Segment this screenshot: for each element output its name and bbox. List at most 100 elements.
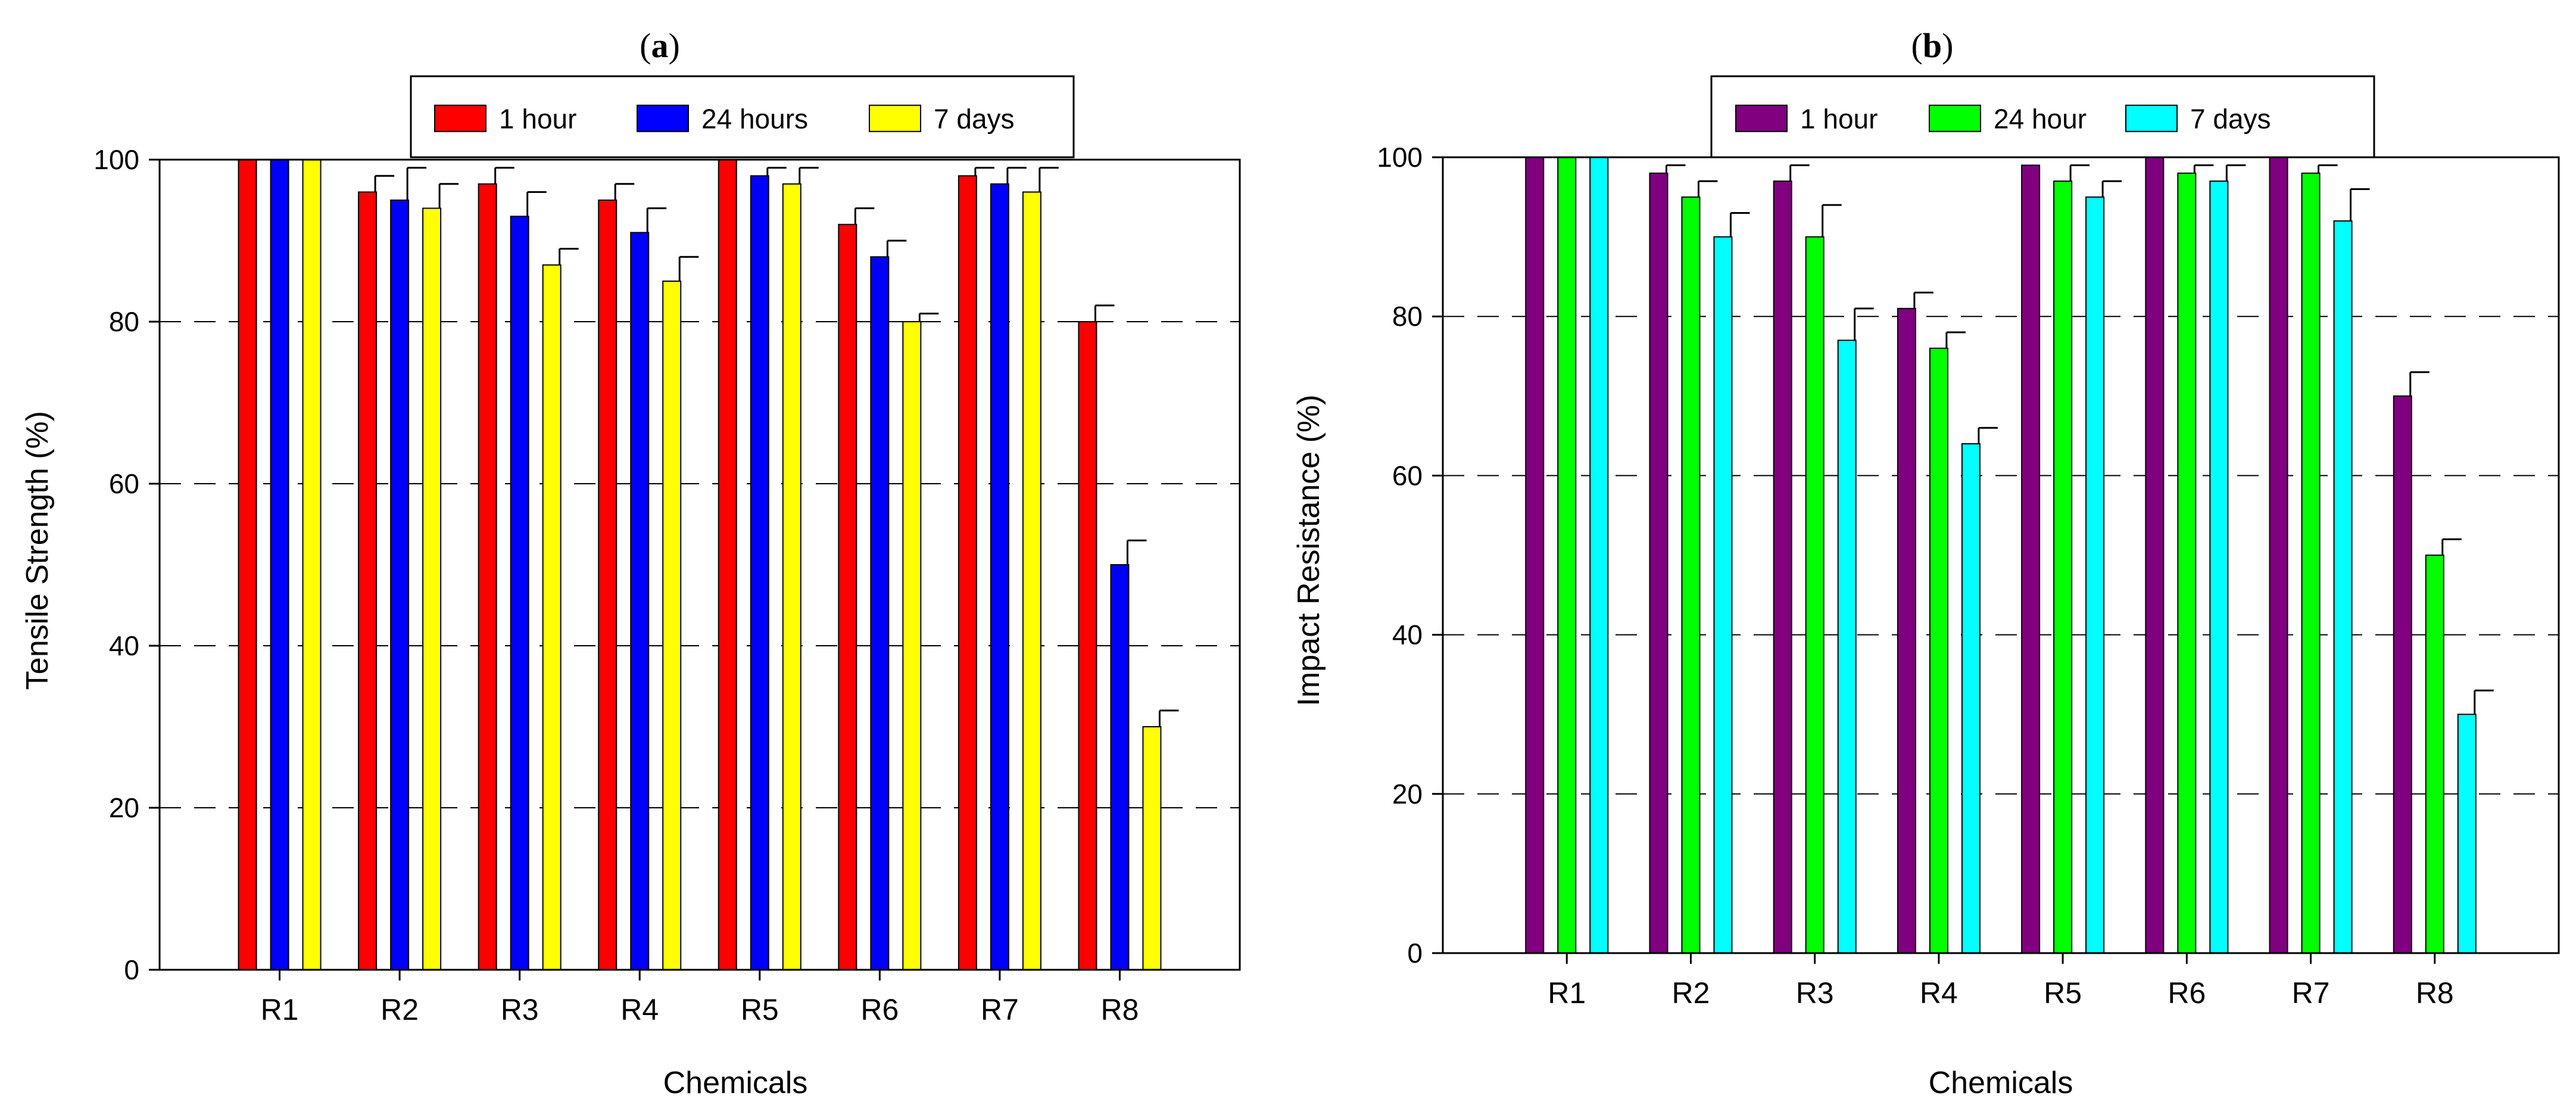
legend-swatch (1929, 104, 1981, 132)
legend-box (410, 75, 1075, 158)
panel-label-b-letter: b (1923, 26, 1942, 65)
legend-label: 1 hour (1800, 104, 1878, 135)
y-axis-title-a: Tensile Strength (%) (20, 411, 55, 690)
bar (238, 159, 257, 970)
bar (718, 159, 737, 970)
bar (422, 207, 442, 971)
y-tick-label: 0 (124, 954, 139, 985)
legend-label: 7 days (934, 104, 1015, 135)
bar (1837, 340, 1857, 954)
y-tick-label: 80 (109, 306, 139, 337)
x-tick-label: R3 (501, 993, 539, 1026)
bar (2269, 157, 2288, 954)
plot-frame-a (158, 158, 1241, 971)
y-tick-label: 60 (1392, 460, 1423, 491)
bar (782, 183, 802, 970)
panel-b: (b) Chemicals Impact Resistance (%) 0 20 4… (1292, 26, 2560, 1100)
bar (542, 264, 562, 970)
x-tick-label: R5 (741, 993, 779, 1026)
bar (2209, 180, 2229, 954)
bar (2177, 172, 2197, 954)
gridlines-a (160, 321, 1240, 808)
y-tick-label: 40 (109, 630, 139, 661)
bar (902, 321, 922, 970)
bar (390, 200, 410, 970)
panel-label-a-close: ) (669, 26, 680, 65)
x-axis-title-b: Chemicals (1929, 1066, 2073, 1100)
bar (302, 159, 322, 970)
x-tick-label: R6 (2168, 976, 2206, 1010)
bar (662, 281, 682, 970)
bar (870, 256, 890, 971)
y-tick-label: 40 (1392, 620, 1423, 650)
legend-swatch (637, 104, 689, 132)
x-tick-label: R7 (981, 993, 1019, 1026)
y-tick-label: 60 (109, 468, 139, 499)
bar (598, 200, 618, 970)
x-tick-label: R4 (1920, 976, 1958, 1010)
bar (1589, 157, 1609, 954)
panel-label-b: (b) (1911, 26, 1954, 65)
panel-label-a-letter: a (651, 26, 669, 65)
y-ticks-a: 0 20 40 60 80 100 (93, 144, 160, 985)
bars-b (1525, 157, 2477, 954)
bar (630, 232, 650, 970)
x-ticks-a: R1 R2 R3 R4 R5 R6 R7 R8 (261, 970, 1139, 1026)
bar (990, 183, 1009, 970)
legend-label: 24 hour (1994, 104, 2087, 135)
y-tick-label: 0 (1407, 938, 1423, 969)
bars-a (238, 159, 1162, 971)
x-tick-label: R1 (1548, 976, 1586, 1010)
x-tick-label: R6 (860, 993, 899, 1026)
bar (2425, 555, 2444, 954)
bar (358, 191, 378, 970)
x-tick-label: R8 (2416, 976, 2454, 1010)
panel-label-a: (a) (640, 26, 680, 65)
bar (1961, 443, 1981, 954)
panel-a: (a) Chemicals Tensile Strength (%) 0 20 40… (20, 26, 1241, 1100)
y-tick-label: 20 (1392, 779, 1423, 810)
bar (1525, 157, 1545, 954)
legend-swatch (1735, 104, 1788, 132)
bar (1142, 726, 1162, 970)
panel-label-b-open: ( (1911, 26, 1923, 65)
bar (1713, 236, 1733, 954)
legend-label: 7 days (2190, 104, 2271, 135)
x-tick-label: R1 (261, 993, 299, 1026)
legend-b: 1 hour 24 hour 7 days (1710, 75, 2375, 158)
plot-frame-b (1442, 156, 2560, 954)
bar (478, 183, 497, 970)
x-axis-title-a: Chemicals (663, 1066, 808, 1100)
y-tick-label: 100 (1377, 142, 1423, 173)
legend-box (1710, 75, 2375, 158)
y-axis-title-b: Impact Resistance (%) (1292, 394, 1326, 706)
y-ticks-b: 0 20 40 60 80 100 (1377, 142, 1443, 969)
x-tick-label: R3 (1796, 976, 1834, 1010)
x-ticks-b: R1 R2 R3 R4 R5 R6 R7 R8 (1548, 953, 2454, 1010)
legend-label: 1 hour (499, 104, 576, 135)
bar (2085, 196, 2105, 954)
bar (1022, 191, 1041, 970)
bar (958, 175, 977, 971)
y-tick-label: 80 (1392, 301, 1423, 332)
bar (750, 175, 769, 971)
bar (2333, 220, 2353, 954)
bar (1078, 321, 1097, 970)
bar (1897, 307, 1916, 954)
legend-swatch (869, 104, 921, 132)
bar (1649, 172, 1669, 954)
bar (2145, 157, 2165, 954)
bar (1110, 564, 1130, 970)
bar (2053, 180, 2073, 954)
bar (2301, 172, 2321, 954)
panel-label-b-close: ) (1942, 26, 1953, 65)
legend-swatch (2125, 104, 2178, 132)
x-tick-label: R4 (620, 993, 659, 1026)
y-tick-label: 100 (93, 144, 139, 175)
legend-swatch (434, 104, 486, 132)
bar (838, 223, 857, 970)
bar (1773, 180, 1792, 954)
x-tick-label: R8 (1100, 993, 1139, 1026)
